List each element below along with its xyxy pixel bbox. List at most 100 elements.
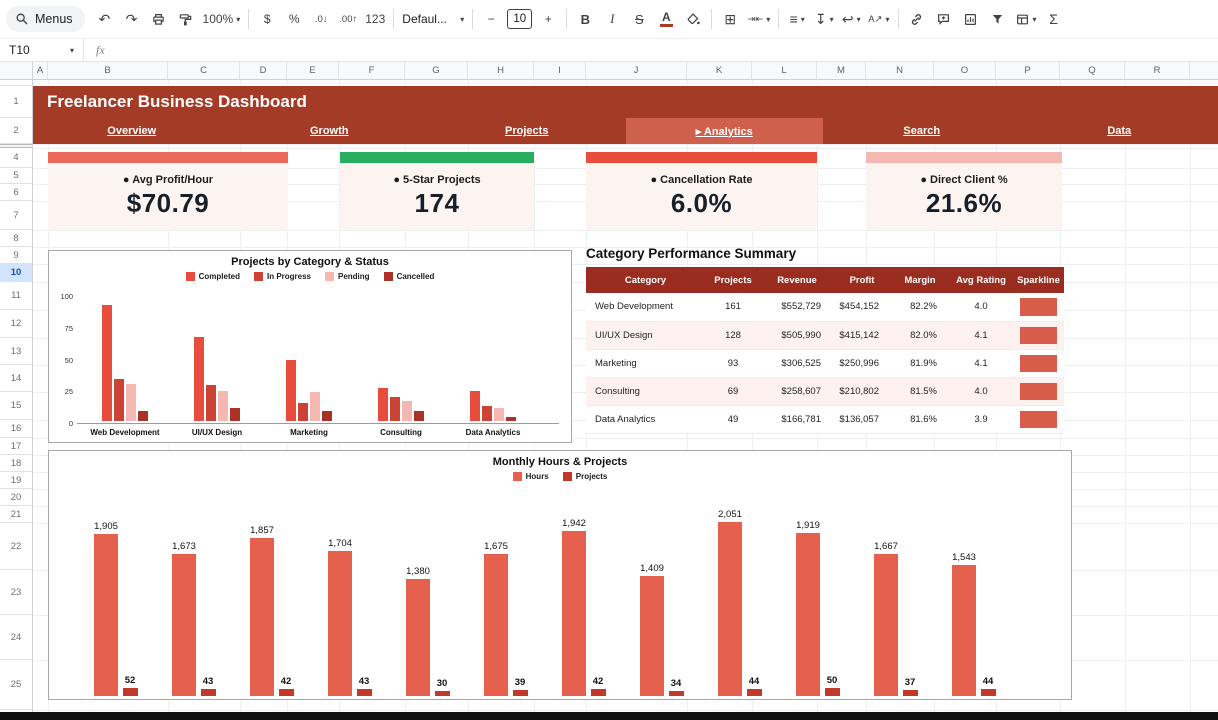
row-header-6[interactable]: 6 — [0, 184, 32, 201]
summary-cell-category[interactable]: Consulting — [586, 377, 705, 405]
format-percent-button[interactable]: % — [281, 6, 307, 32]
paint-format-button[interactable] — [173, 6, 199, 32]
summary-cell-sparkline[interactable] — [1013, 405, 1064, 433]
row-header-2[interactable]: 2 — [0, 118, 32, 144]
summary-cell-revenue[interactable]: $258,607 — [761, 377, 833, 405]
summary-cell-profit[interactable]: $250,996 — [833, 349, 891, 377]
column-header-r[interactable]: R — [1125, 62, 1190, 79]
redo-button[interactable]: ↷ — [119, 6, 145, 32]
functions-button[interactable]: Σ — [1041, 6, 1067, 32]
font-family-select[interactable]: Defaul...▾ — [399, 6, 467, 32]
row-header-17[interactable]: 17 — [0, 438, 32, 455]
text-wrap-button[interactable]: ↩▾ — [838, 6, 864, 32]
row-header-21[interactable]: 21 — [0, 506, 32, 523]
summary-cell-projects[interactable]: 69 — [705, 377, 761, 405]
summary-cell-revenue[interactable]: $505,990 — [761, 321, 833, 349]
row-header-10[interactable]: 10 — [0, 264, 32, 282]
column-header-l[interactable]: L — [752, 62, 817, 79]
summary-cell-sparkline[interactable] — [1013, 377, 1064, 405]
font-size-input[interactable]: 10 — [507, 9, 532, 29]
summary-cell-sparkline[interactable] — [1013, 349, 1064, 377]
column-header-p[interactable]: P — [996, 62, 1060, 79]
summary-cell-revenue[interactable]: $306,525 — [761, 349, 833, 377]
summary-cell-avg_rating[interactable]: 4.1 — [949, 349, 1013, 377]
summary-header-category[interactable]: Category — [586, 267, 705, 293]
row-header-11[interactable]: 11 — [0, 282, 32, 310]
summary-cell-category[interactable]: Web Development — [586, 293, 705, 321]
category-status-chart[interactable]: Projects by Category & Status CompletedI… — [48, 250, 572, 443]
italic-button[interactable]: I — [599, 6, 625, 32]
summary-cell-projects[interactable]: 93 — [705, 349, 761, 377]
summary-cell-margin[interactable]: 81.9% — [891, 349, 949, 377]
summary-cell-profit[interactable]: $210,802 — [833, 377, 891, 405]
kpi-card-0[interactable]: ● Avg Profit/Hour$70.79 — [48, 152, 288, 230]
column-header-c[interactable]: C — [168, 62, 240, 79]
horizontal-align-button[interactable]: ≡▾ — [784, 6, 810, 32]
summary-cell-margin[interactable]: 81.5% — [891, 377, 949, 405]
tab-growth[interactable]: Growth — [231, 118, 429, 144]
undo-button[interactable]: ↶ — [92, 6, 118, 32]
tab-data[interactable]: Data — [1021, 118, 1218, 144]
increase-font-size-button[interactable]: + — [535, 6, 561, 32]
column-header-k[interactable]: K — [687, 62, 752, 79]
row-header-16[interactable]: 16 — [0, 420, 32, 438]
row-header-9[interactable]: 9 — [0, 247, 32, 264]
row-header-8[interactable]: 8 — [0, 230, 32, 247]
summary-cell-margin[interactable]: 82.0% — [891, 321, 949, 349]
column-header-n[interactable]: N — [866, 62, 934, 79]
table-views-button[interactable]: ▾ — [1012, 6, 1040, 32]
text-color-button[interactable]: A — [653, 6, 679, 32]
summary-cell-revenue[interactable]: $166,781 — [761, 405, 833, 433]
format-currency-button[interactable]: $ — [254, 6, 280, 32]
summary-cell-sparkline[interactable] — [1013, 321, 1064, 349]
summary-cell-avg_rating[interactable]: 3.9 — [949, 405, 1013, 433]
column-header-b[interactable]: B — [48, 62, 168, 79]
summary-cell-profit[interactable]: $415,142 — [833, 321, 891, 349]
summary-header-revenue[interactable]: Revenue — [761, 267, 833, 293]
summary-cell-projects[interactable]: 128 — [705, 321, 761, 349]
row-header-23[interactable]: 23 — [0, 570, 32, 615]
create-filter-button[interactable] — [985, 6, 1011, 32]
column-header-g[interactable]: G — [405, 62, 468, 79]
column-header-e[interactable]: E — [287, 62, 339, 79]
column-header-a[interactable]: A — [33, 62, 48, 79]
summary-header-profit[interactable]: Profit — [833, 267, 891, 293]
row-header-20[interactable]: 20 — [0, 489, 32, 506]
column-header-f[interactable]: F — [339, 62, 405, 79]
column-header-j[interactable]: J — [586, 62, 687, 79]
monthly-hours-projects-chart[interactable]: Monthly Hours & Projects HoursProjects 1… — [48, 450, 1072, 700]
row-header-24[interactable]: 24 — [0, 615, 32, 660]
decrease-font-size-button[interactable]: − — [478, 6, 504, 32]
summary-cell-revenue[interactable]: $552,729 — [761, 293, 833, 321]
column-header-q[interactable]: Q — [1060, 62, 1125, 79]
name-box[interactable]: T10 ▾ — [0, 39, 84, 61]
menus-button[interactable]: Menus — [6, 6, 85, 32]
summary-cell-projects[interactable]: 161 — [705, 293, 761, 321]
row-header-18[interactable]: 18 — [0, 455, 32, 472]
insert-chart-button[interactable] — [958, 6, 984, 32]
summary-cell-category[interactable]: UI/UX Design — [586, 321, 705, 349]
row-header-12[interactable]: 12 — [0, 310, 32, 338]
more-formats-button[interactable]: 123 — [362, 6, 388, 32]
borders-button[interactable]: ⊞ — [717, 6, 743, 32]
column-header-i[interactable]: I — [534, 62, 586, 79]
print-button[interactable] — [146, 6, 172, 32]
row-header-15[interactable]: 15 — [0, 392, 32, 420]
row-header-19[interactable]: 19 — [0, 472, 32, 489]
fill-color-button[interactable] — [680, 6, 706, 32]
column-header-h[interactable]: H — [468, 62, 534, 79]
bold-button[interactable]: B — [572, 6, 598, 32]
summary-cell-avg_rating[interactable]: 4.0 — [949, 377, 1013, 405]
summary-cell-profit[interactable]: $136,057 — [833, 405, 891, 433]
insert-link-button[interactable] — [904, 6, 930, 32]
summary-cell-projects[interactable]: 49 — [705, 405, 761, 433]
summary-cell-avg_rating[interactable]: 4.1 — [949, 321, 1013, 349]
summary-header-margin[interactable]: Margin — [891, 267, 949, 293]
row-header-5[interactable]: 5 — [0, 168, 32, 184]
summary-cell-profit[interactable]: $454,152 — [833, 293, 891, 321]
row-header-14[interactable]: 14 — [0, 365, 32, 392]
summary-header-sparkline[interactable]: Sparkline — [1013, 267, 1064, 293]
text-rotation-button[interactable]: A↗▾ — [865, 6, 892, 32]
tab-analytics[interactable]: ▸ Analytics — [626, 118, 824, 144]
row-header-22[interactable]: 22 — [0, 523, 32, 570]
